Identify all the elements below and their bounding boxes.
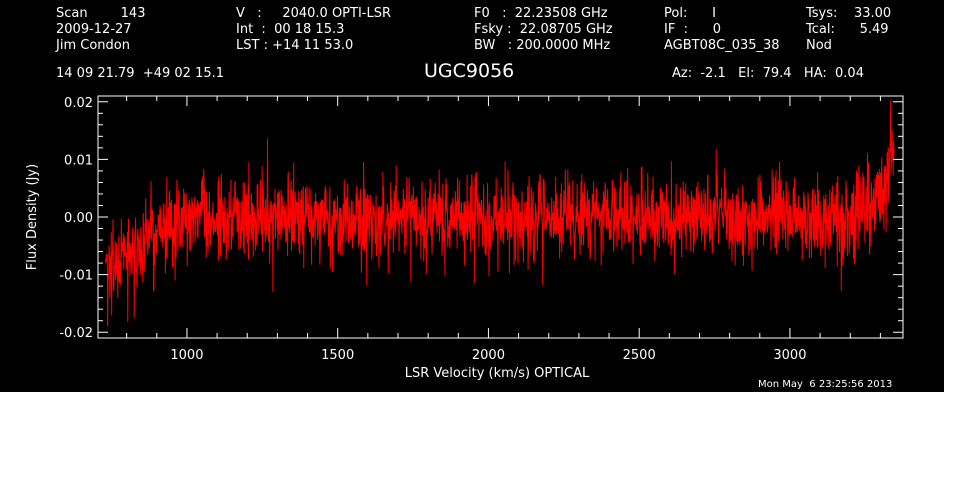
y-axis-label: Flux Density (Jy): [25, 164, 40, 270]
coordinates-label: 14 09 21.79 +49 02 15.1: [56, 66, 225, 81]
spectrum-panel: Scan 143 2009-12-27 Jim Condon V : 2040.…: [0, 0, 944, 392]
fsky-label: Fsky : 22.08705 GHz: [474, 22, 613, 37]
trace-layer: [105, 100, 895, 327]
spectrum-trace: [105, 100, 895, 327]
y-tick-label: 0.00: [64, 211, 93, 226]
date-label: 2009-12-27: [56, 22, 132, 37]
source-title: UGC9056: [424, 60, 515, 82]
observer-label: Jim Condon: [56, 38, 130, 53]
timestamp-label: Mon May 6 23:25:56 2013: [758, 379, 893, 390]
tcal-label: Tcal: 5.49: [806, 22, 889, 37]
x-tick-label: 1000: [170, 348, 203, 363]
project-label: AGBT08C_035_38: [664, 38, 780, 53]
x-tick-label: 2500: [623, 348, 656, 363]
x-tick-label: 3000: [773, 348, 806, 363]
y-tick-label: -0.01: [59, 269, 93, 284]
x-tick-label: 1500: [321, 348, 354, 363]
tick-layer: 1000 1500 2000 2500 3000 -0.02 -0.01 0.00 0.01 0.…: [59, 96, 903, 363]
velocity-label: V : 2040.0 OPTI-LSR: [236, 6, 392, 21]
y-tick-label: -0.02: [59, 326, 93, 341]
int-label: Int : 00 18 15.3: [236, 22, 345, 37]
f0-label: F0 : 22.23508 GHz: [474, 6, 608, 21]
x-tick-label: 2000: [472, 348, 505, 363]
bw-label: BW : 200.0000 MHz: [474, 38, 611, 53]
scan-label: Scan 143: [56, 6, 146, 21]
y-tick-label: 0.01: [64, 153, 93, 168]
tsys-label: Tsys: 33.00: [806, 6, 892, 21]
lst-label: LST : +14 11 53.0: [236, 38, 354, 53]
az-el-ha-label: Az: -2.1 El: 79.4 HA: 0.04: [672, 66, 864, 81]
pol-label: Pol: I: [664, 6, 716, 21]
spectrum-plot: 1000 1500 2000 2500 3000 -0.02 -0.01 0.00 0.01 0.…: [25, 95, 904, 381]
mode-label: Nod: [806, 38, 832, 53]
y-tick-label: 0.02: [64, 96, 93, 111]
if-label: IF : 0: [664, 22, 722, 37]
x-axis-label: LSR Velocity (km/s) OPTICAL: [405, 366, 590, 381]
